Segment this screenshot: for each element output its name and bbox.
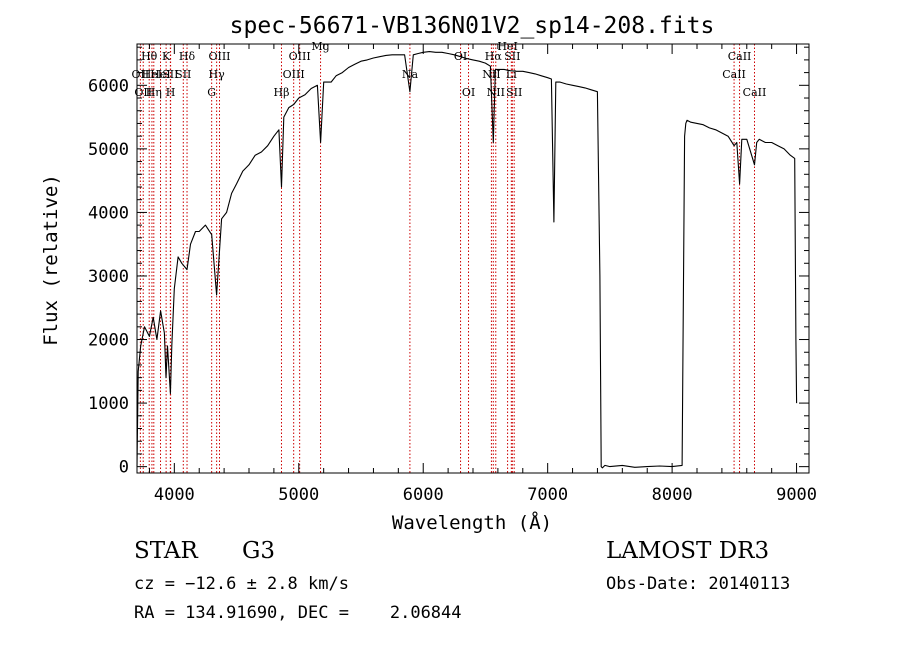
line-marker-label: Hα bbox=[485, 50, 503, 63]
line-marker-label: Mg bbox=[311, 40, 329, 53]
spectrum-line bbox=[136, 51, 798, 469]
x-tick-label: 5000 bbox=[278, 485, 319, 505]
line-marker-label: NII bbox=[482, 68, 500, 81]
object-class: STAR bbox=[134, 538, 198, 564]
y-tick-label: 5000 bbox=[88, 140, 129, 160]
line-marker-label: K bbox=[162, 50, 171, 63]
line-marker-label: OIII bbox=[283, 68, 305, 81]
line-marker-label: Hβ bbox=[274, 86, 290, 99]
line-marker-label: SII bbox=[506, 86, 522, 99]
line-marker-label: Li bbox=[506, 68, 517, 81]
y-tick-label: 6000 bbox=[88, 76, 129, 96]
x-tick-label: 7000 bbox=[527, 485, 568, 505]
x-axis-label: Wavelength (Å) bbox=[392, 511, 552, 534]
y-tick-label: 1000 bbox=[88, 394, 129, 414]
x-tick-label: 8000 bbox=[652, 485, 693, 505]
line-marker-label: SII bbox=[504, 50, 520, 63]
chart-title: spec-56671-VB136N01V2_sp14-208.fits bbox=[230, 13, 715, 39]
line-marker-label: H bbox=[166, 86, 176, 99]
line-marker-label: OI bbox=[462, 86, 475, 99]
line-marker-label: Hδ bbox=[179, 50, 196, 63]
line-marker-label: Hη bbox=[146, 86, 162, 99]
x-tick-label: 9000 bbox=[776, 485, 817, 505]
y-axis: 0 1000 2000 3000 4000 5000 6000 bbox=[88, 46, 809, 478]
redshift-text: cz = −12.6 ± 2.8 km/s bbox=[134, 574, 349, 594]
line-marker-label: Hθ bbox=[141, 50, 158, 63]
x-axis: 4000 5000 6000 7000 8000 9000 bbox=[148, 44, 817, 505]
y-tick-label: 2000 bbox=[88, 331, 129, 351]
line-marker-label: HeI bbox=[497, 40, 517, 53]
spectral-line-markers bbox=[139, 44, 755, 473]
line-marker-label: Hγ bbox=[209, 68, 226, 81]
line-marker-label: OIII bbox=[208, 50, 230, 63]
object-subclass: G3 bbox=[242, 538, 276, 564]
line-marker-label: HeI bbox=[142, 68, 162, 81]
line-marker-label: OII bbox=[134, 86, 152, 99]
survey-name: LAMOST DR3 bbox=[606, 538, 770, 564]
line-marker-label: HeI bbox=[150, 68, 170, 81]
line-marker-label: OIII bbox=[289, 50, 311, 63]
line-marker-label: G bbox=[207, 86, 216, 99]
line-marker-label: NII bbox=[487, 86, 505, 99]
x-tick-label: 4000 bbox=[154, 485, 195, 505]
spectral-line-labels: OIIOIIHθHeIHηHeIKSIIHHδSIIGHγOIIIHβOIIIO… bbox=[132, 40, 767, 99]
y-tick-label: 3000 bbox=[88, 267, 129, 287]
line-marker-label: CaII bbox=[722, 68, 746, 81]
y-tick-label: 4000 bbox=[88, 203, 129, 223]
line-marker-label: CaII bbox=[728, 50, 752, 63]
line-marker-label: OII bbox=[132, 68, 150, 81]
line-marker-label: CaII bbox=[743, 86, 767, 99]
line-marker-label: Na bbox=[402, 68, 419, 81]
x-tick-label: 6000 bbox=[403, 485, 444, 505]
line-marker-label: SII bbox=[175, 68, 191, 81]
plot-frame bbox=[136, 43, 810, 474]
line-marker-label: SII bbox=[162, 68, 178, 81]
y-tick-label: 0 bbox=[119, 458, 129, 478]
observation-date: Obs-Date: 20140113 bbox=[606, 574, 791, 594]
y-axis-label: Flux (relative) bbox=[40, 174, 62, 346]
coordinates-text: RA = 134.91690, DEC = 2.06844 bbox=[134, 603, 462, 623]
